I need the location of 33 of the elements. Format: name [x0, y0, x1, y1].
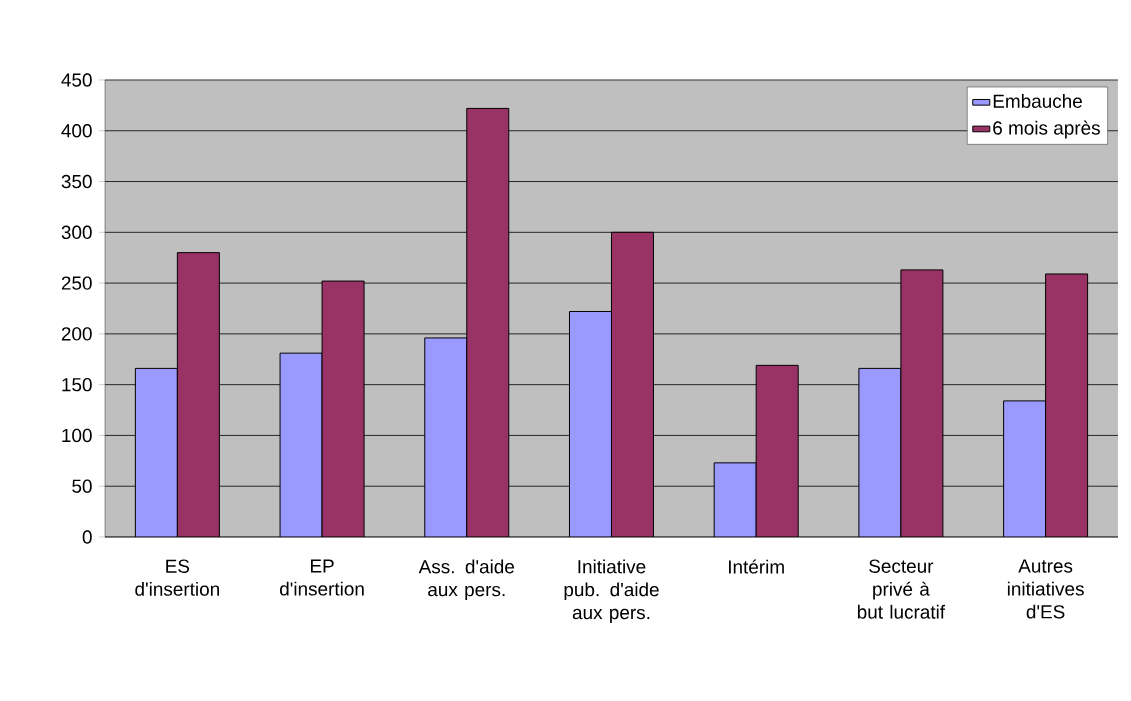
y-tick-label: 300 [61, 225, 92, 240]
legend-label: Embauche [993, 94, 1082, 108]
legend-label: 6 mois après [993, 120, 1100, 139]
bar [424, 337, 468, 537]
bar [858, 367, 902, 537]
y-tick-label: 100 [62, 428, 92, 443]
x-tick-label: Ass. d'aide aux pers. [418, 559, 515, 601]
bar [610, 231, 654, 537]
y-tick-label: 350 [61, 174, 92, 189]
y-tick-label: 250 [61, 276, 92, 290]
y-tick-label: 400 [61, 124, 92, 138]
bar [321, 280, 365, 537]
bar [900, 269, 944, 537]
y-tick-label: 50 [72, 479, 92, 493]
bar [1045, 273, 1089, 537]
x-tick-label: Autres initiatives d'ES [1007, 559, 1084, 619]
bar [713, 462, 757, 537]
y-tick-label: 0 [82, 530, 92, 544]
bar [755, 364, 799, 537]
y-tick-label: 150 [62, 377, 92, 392]
bar [134, 367, 178, 537]
x-tick-label: Intérim [729, 559, 784, 574]
bar [176, 252, 220, 537]
bar [1003, 400, 1047, 537]
x-tick-label: Initiative pub. d'aide aux pers. [564, 559, 659, 623]
y-tick-label: 200 [61, 327, 92, 341]
y-tick-label: 450 [61, 73, 92, 87]
bar [568, 311, 612, 537]
x-tick-label: EP d'insertion [280, 559, 364, 596]
bar [466, 107, 510, 537]
bar [279, 352, 323, 537]
x-tick-label: Secteur privé à but lucratif [857, 559, 946, 619]
x-tick-label: ES d'insertion [135, 559, 219, 596]
